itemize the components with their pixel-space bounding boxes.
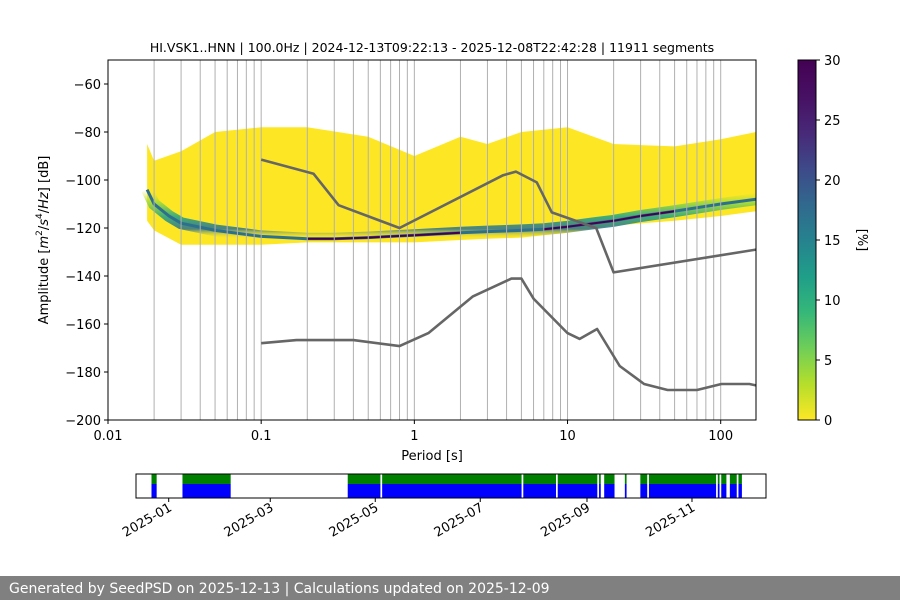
coverage-bar-bottom [557,484,598,498]
x-tick-label: 100 [708,429,733,444]
coverage-bar-bottom [738,484,742,498]
colorbar-tick-label: 20 [824,174,841,189]
x-axis-label: Period [s] [401,449,463,464]
colorbar-label: [%] [854,229,869,252]
y-tick-label: −60 [74,78,101,93]
footer-text: Generated by SeedPSD on 2025-12-13 | Cal… [9,581,550,597]
coverage-bar-top [599,474,601,484]
coverage-bar-top [604,474,615,484]
colorbar [797,59,817,421]
chart-title: HI.VSK1..HNN | 100.0Hz | 2024-12-13T09:2… [150,40,714,55]
coverage-bar-bottom [523,484,556,498]
colorbar-tick-label: 25 [824,114,841,129]
timeline-tick-label: 2025-05 [327,500,382,540]
coverage-bar-top [729,474,737,484]
colorbar-tick-label: 15 [824,234,841,249]
y-tick-label: −100 [65,174,101,189]
timeline-tick-label: 2025-09 [538,500,593,540]
y-tick-label: −140 [65,270,101,285]
coverage-bar-top [624,474,627,484]
coverage-bar-top [557,474,598,484]
coverage-bar-top [382,474,522,484]
coverage-bar-top [738,474,742,484]
high-noise-model-line [260,158,756,274]
coverage-bar-bottom [347,484,381,498]
coverage-bar-bottom [599,484,601,498]
coverage-bar-bottom [717,484,720,498]
coverage-bar-bottom [151,484,157,498]
x-tick-label: 10 [559,429,576,444]
grid [108,60,722,420]
coverage-bar-bottom [182,484,231,498]
footer: Generated by SeedPSD on 2025-12-13 | Cal… [0,576,900,600]
x-tick-label: 0.1 [251,429,272,444]
timeline-tick-label: 2025-07 [432,500,487,540]
timeline-tick-label: 2025-01 [120,500,175,540]
timeline-tick-label: 2025-11 [643,500,698,540]
plot-frame [107,59,757,421]
y-tick-label: −180 [65,366,101,381]
timeline-tick-label: 2025-03 [222,500,277,540]
coverage-bar-bottom [729,484,737,498]
coverage-bar-top [182,474,231,484]
y-tick-label: −160 [65,318,101,333]
y-axis: −200 −180 −160 −140 −120 −100 −80 −60 [65,78,108,429]
colorbar-tick-label: 10 [824,294,841,309]
coverage-bar-top [347,474,381,484]
timeline-axis: 2025-01 2025-03 2025-05 2025-07 2025-09 2025-… [120,498,698,541]
coverage-bar-bottom [382,484,522,498]
y-tick-label: −200 [65,414,101,429]
coverage-bar-top [151,474,157,484]
coverage-bar-bottom [721,484,727,498]
coverage-bar-bottom [604,484,615,498]
colorbar-tick-label: 0 [824,414,832,429]
y-tick-label: −80 [74,126,101,141]
x-axis: 0.01 0.1 1 10 100 [94,420,733,444]
coverage-bar-top [648,474,717,484]
x-tick-label: 1 [410,429,418,444]
timeline-frame [135,473,767,499]
coverage-bar-top [717,474,720,484]
low-noise-model-line [261,277,756,392]
y-tick-label: −120 [65,222,101,237]
coverage-bar-top [721,474,727,484]
psd-extent [147,127,756,245]
colorbar-tick-label: 30 [824,54,841,69]
coverage-bar-bottom [648,484,717,498]
coverage-bar-top [640,474,648,484]
plot-area [108,60,756,420]
colorbar-axis: 0 5 10 15 20 25 30 [816,54,841,429]
coverage-bar-bottom [640,484,648,498]
x-tick-label: 0.01 [94,429,123,444]
data-coverage-timeline [151,474,742,498]
colorbar-tick-label: 5 [824,354,832,369]
coverage-bar-top [523,474,556,484]
figure: HI.VSK1..HNN | 100.0Hz | 2024-12-13T09:2… [35,40,869,541]
coverage-bar-bottom [624,484,627,498]
y-axis-label: Amplitude [m2/s4/Hz] [dB] [35,156,52,325]
